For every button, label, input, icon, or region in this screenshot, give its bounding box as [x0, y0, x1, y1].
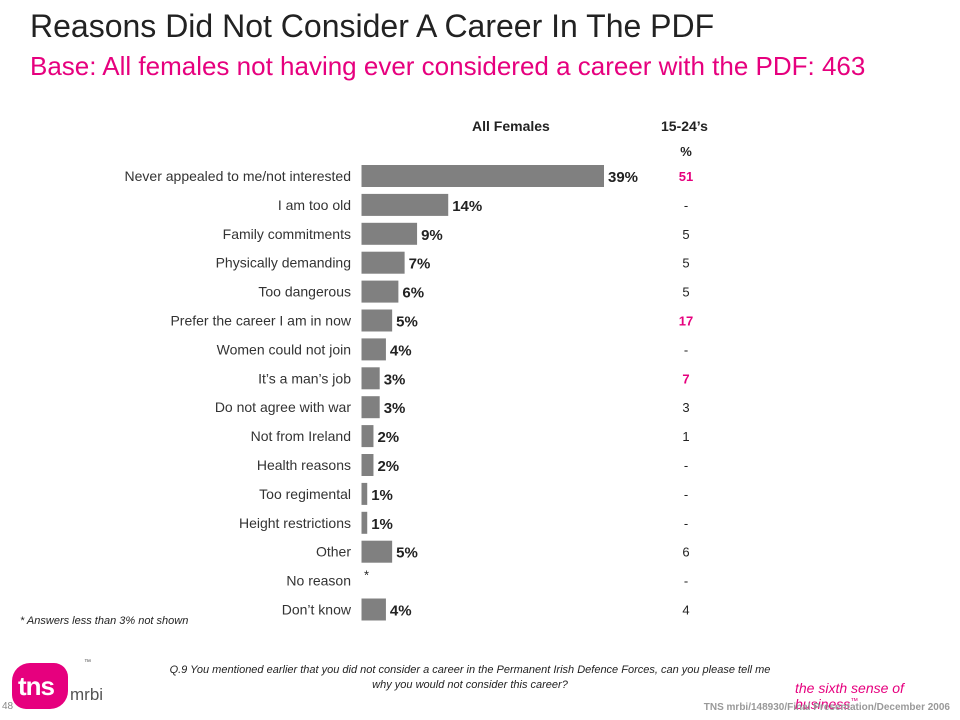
youth-value: -: [684, 487, 688, 502]
category-label: Family commitments: [223, 226, 351, 242]
category-label: Never appealed to me/not interested: [125, 168, 351, 184]
bar-value-label: 39%: [608, 169, 638, 186]
category-label: It’s a man’s job: [258, 370, 351, 386]
bar-value-label: 6%: [402, 285, 424, 302]
bar: [361, 425, 374, 448]
category-label: Health reasons: [257, 457, 351, 473]
category-label: No reason: [286, 573, 351, 589]
category-label: Don’t know: [282, 602, 352, 618]
category-label: Physically demanding: [216, 255, 351, 271]
bar: [361, 511, 368, 534]
page-title: Reasons Did Not Consider A Career In The…: [30, 8, 715, 44]
youth-value: 3: [682, 400, 689, 415]
youth-value: 51: [679, 169, 693, 184]
logo-mrbi-text: mrbi: [70, 685, 104, 704]
bar: [361, 280, 399, 303]
category-label: Other: [316, 544, 351, 560]
tagline-tm: ™: [850, 696, 859, 706]
youth-header: 15-24’s: [661, 118, 708, 134]
bar-value-label: 2%: [377, 458, 399, 475]
bar-value-label: 5%: [396, 545, 418, 562]
bar: [361, 367, 380, 390]
bar: [361, 165, 604, 187]
footnote: * Answers less than 3% not shown: [20, 615, 189, 627]
bar: [361, 396, 380, 419]
youth-value: 5: [682, 285, 689, 300]
youth-value: -: [684, 342, 688, 357]
bar-value-label: 2%: [377, 429, 399, 446]
bar: [361, 454, 374, 476]
youth-value: 4: [682, 603, 689, 618]
youth-value: -: [684, 516, 688, 531]
bar-value-label: 14%: [452, 198, 482, 215]
logo-tm: ™: [84, 659, 91, 666]
bar-value-label: 4%: [390, 603, 412, 620]
bar-value-label: 1%: [371, 516, 393, 533]
category-label: Prefer the career I am in now: [170, 313, 351, 329]
percent-header: %: [680, 144, 692, 159]
bar: [361, 338, 386, 361]
bar: [361, 309, 393, 332]
bar-value-label: 3%: [384, 371, 406, 388]
bar-value-label: 1%: [371, 487, 393, 504]
bar: [361, 598, 386, 621]
youth-value: 5: [682, 256, 689, 271]
youth-value: 6: [682, 545, 689, 560]
youth-value: -: [684, 458, 688, 473]
bar-value-label: 4%: [390, 342, 412, 359]
bar: [361, 540, 393, 563]
youth-value: -: [684, 574, 688, 589]
category-label: Height restrictions: [239, 515, 351, 531]
bar: [361, 193, 449, 216]
page-number: 48: [2, 701, 14, 712]
youth-value: 7: [682, 371, 689, 386]
bar: [361, 222, 418, 245]
category-label: Women could not join: [217, 341, 351, 357]
page-subtitle: Base: All females not having ever consid…: [30, 51, 866, 81]
bar-value-label: 3%: [384, 400, 406, 417]
bar: [361, 482, 368, 505]
logo-blob: [12, 663, 68, 709]
tns-mrbi-logo: tns mrbi ™: [4, 655, 104, 715]
youth-value: 5: [682, 227, 689, 242]
tagline-text: the sixth sense of business: [795, 680, 904, 712]
footer-reference: TNS mrbi/148930/Final Presentation/Decem…: [703, 702, 950, 713]
youth-value: -: [684, 198, 688, 213]
logo-tns-text: tns: [18, 671, 55, 701]
question-text: Q.9 You mentioned earlier that you did n…: [169, 664, 771, 691]
youth-value: 17: [679, 314, 693, 329]
bar-value-label: 5%: [396, 314, 418, 331]
youth-value: 1: [682, 429, 689, 444]
category-label: Not from Ireland: [251, 428, 351, 444]
bar-value-label: 9%: [421, 227, 443, 244]
category-label: Too regimental: [259, 486, 351, 502]
tagline: the sixth sense of business™: [795, 680, 960, 712]
all-females-header: All Females: [472, 118, 550, 134]
bar-value-label: *: [364, 568, 369, 583]
bar: [361, 251, 405, 274]
category-label: I am too old: [278, 197, 351, 213]
bar-value-label: 7%: [409, 256, 431, 273]
category-label: Do not agree with war: [215, 399, 352, 415]
category-label: Too dangerous: [258, 284, 351, 300]
